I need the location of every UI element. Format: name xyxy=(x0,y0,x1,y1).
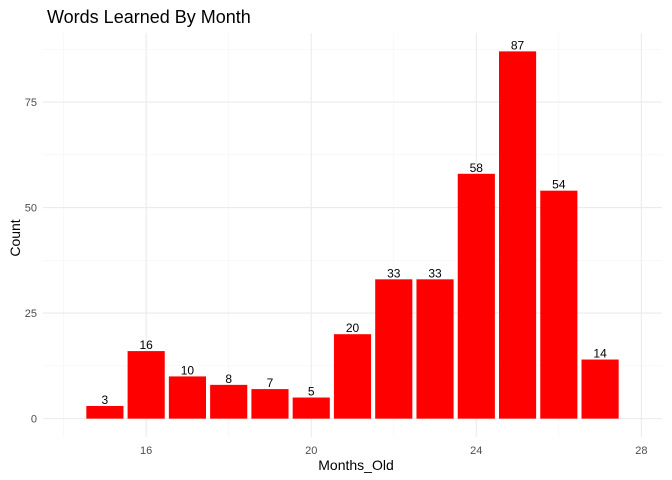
bar-value-label: 8 xyxy=(225,372,232,386)
bar-value-label: 54 xyxy=(552,178,566,192)
bar-value-label: 3 xyxy=(102,393,109,407)
bar-value-label: 16 xyxy=(139,338,153,352)
y-tick-label: 0 xyxy=(31,414,37,426)
bar xyxy=(168,376,207,419)
bar-value-label: 5 xyxy=(308,385,315,399)
y-axis-ticks: 0 25 50 75 xyxy=(25,97,37,426)
bar xyxy=(292,397,330,419)
bar-value-label: 7 xyxy=(267,376,274,390)
y-tick-label: 25 xyxy=(25,308,37,320)
bar-value-label: 20 xyxy=(346,321,360,335)
bar xyxy=(210,384,248,419)
x-axis-title: Months_Old xyxy=(318,457,393,473)
x-tick-label: 28 xyxy=(635,445,647,457)
bar-value-label: 14 xyxy=(593,347,607,361)
x-tick-label: 16 xyxy=(140,445,152,457)
bar xyxy=(457,173,495,419)
bar xyxy=(127,351,165,419)
bar xyxy=(375,279,413,419)
bar-value-label: 33 xyxy=(387,266,401,280)
chart-title: Words Learned By Month xyxy=(47,7,251,27)
bar-value-label: 10 xyxy=(181,363,195,377)
bar-value-label: 58 xyxy=(470,161,484,175)
bar xyxy=(581,359,619,419)
x-tick-label: 24 xyxy=(470,445,482,457)
bars xyxy=(86,51,619,419)
y-tick-label: 50 xyxy=(25,203,37,215)
bar xyxy=(416,279,454,419)
x-axis-ticks: 16 20 24 28 xyxy=(140,445,647,457)
bar-value-label: 33 xyxy=(428,266,442,280)
x-tick-label: 20 xyxy=(305,445,317,457)
bar xyxy=(540,190,578,419)
bar xyxy=(251,389,289,419)
y-axis-title: Count xyxy=(7,219,23,256)
bar xyxy=(86,405,124,419)
y-tick-label: 75 xyxy=(25,97,37,109)
bar xyxy=(333,334,372,419)
bar xyxy=(498,51,537,419)
bar-value-label: 87 xyxy=(511,38,525,52)
